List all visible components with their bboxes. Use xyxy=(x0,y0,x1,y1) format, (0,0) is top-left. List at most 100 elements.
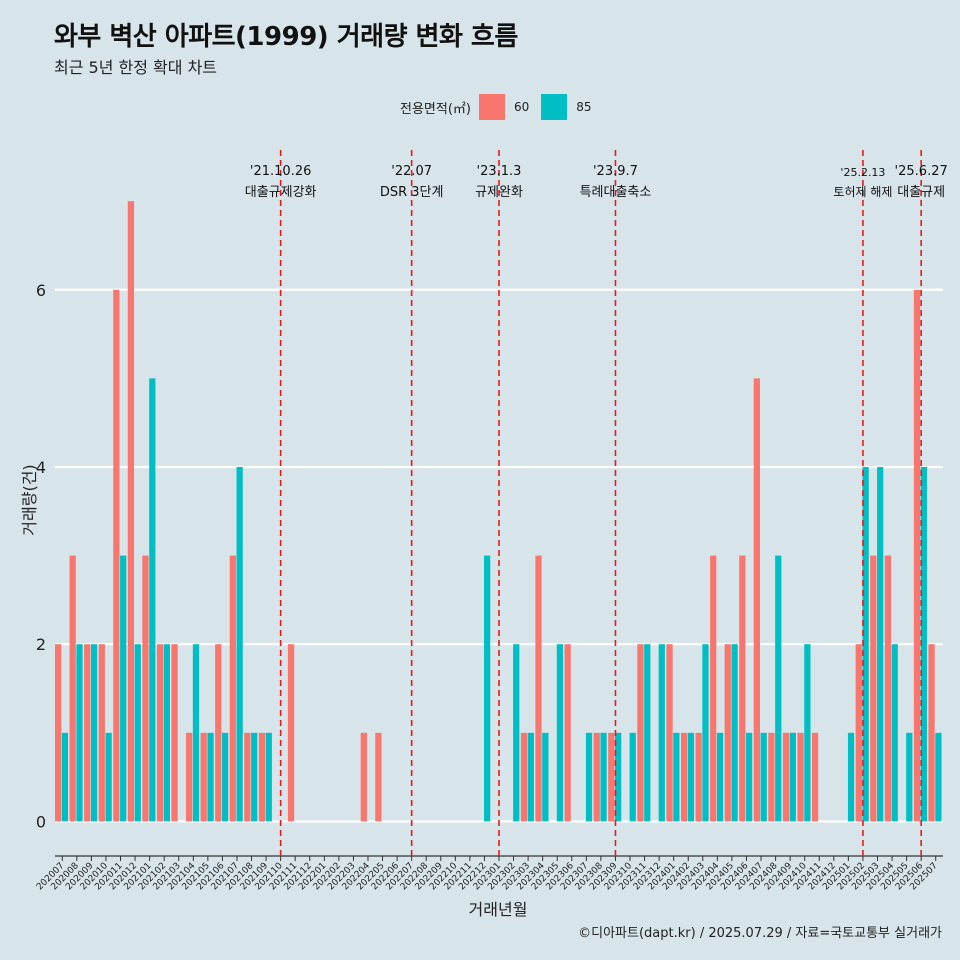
event-date-202207: '22.07 xyxy=(391,164,432,179)
bar-85-202101 xyxy=(149,378,156,822)
y-tick-label-3: 6 xyxy=(36,281,46,300)
bar-85-202104 xyxy=(192,644,200,822)
bar-85-202106 xyxy=(221,732,229,822)
chart-title: 와부 벽산 아파트(1999) 거래량 변화 흐름 xyxy=(54,22,518,52)
event-label-202207: DSR 3단계 xyxy=(380,185,444,200)
bar-85-202406 xyxy=(746,732,753,822)
event-date-202502: '25.2.13 xyxy=(840,166,885,179)
bar-85-202403 xyxy=(702,644,709,822)
event-label-202309: 특례대출축소 xyxy=(580,185,652,200)
bar-85-202011 xyxy=(120,555,127,822)
bar-60-202409 xyxy=(782,732,790,822)
event-date-202301: '23.1.3 xyxy=(477,164,522,179)
event-date-202309: '23.9.7 xyxy=(593,164,638,179)
bar-85-202506 xyxy=(920,466,927,822)
bar-85-202410 xyxy=(804,644,811,822)
bar-85-202405 xyxy=(731,644,738,822)
bar-85-202503 xyxy=(877,466,884,822)
bar-60-202306 xyxy=(564,644,571,822)
bar-85-202504 xyxy=(891,644,898,822)
bar-60-202103 xyxy=(171,644,178,822)
bar-85-202303 xyxy=(527,732,534,822)
bar-85-202305 xyxy=(556,644,564,822)
bar-60-202010 xyxy=(98,644,105,822)
event-label-202502: 토허제 해제 xyxy=(833,185,892,199)
bar-85-202309 xyxy=(615,732,622,822)
bar-60-202108 xyxy=(244,732,251,822)
bar-85-202012 xyxy=(134,644,141,822)
bar-85-202009 xyxy=(90,644,98,822)
bar-60-202401 xyxy=(666,644,673,822)
bar-60-202109 xyxy=(258,732,266,822)
bar-60-202106 xyxy=(215,644,222,822)
bar-60-202111 xyxy=(287,644,295,822)
bar-85-202108 xyxy=(251,732,258,822)
legend-title: 전용면적(㎡) xyxy=(400,101,471,117)
bar-60-202506 xyxy=(913,289,921,822)
bar-85-202407 xyxy=(760,732,767,822)
bar-60-202507 xyxy=(928,644,935,822)
bar-60-202411 xyxy=(811,732,819,822)
bar-85-202107 xyxy=(236,466,243,822)
bar-85-202404 xyxy=(716,732,724,822)
legend-key-60 xyxy=(478,94,505,120)
x-axis-label: 거래년월 xyxy=(468,900,528,919)
event-label-202301: 규제완화 xyxy=(475,185,523,200)
bar-60-202405 xyxy=(724,644,731,822)
legend-item-85: 85 xyxy=(541,94,597,120)
bar-60-202011 xyxy=(113,289,120,822)
bar-85-202212 xyxy=(484,555,491,822)
bar-85-202304 xyxy=(542,732,549,822)
bar-85-202402 xyxy=(687,732,695,822)
bar-85-202409 xyxy=(789,732,796,822)
legend-label-85: 85 xyxy=(576,100,592,114)
bar-85-202507 xyxy=(935,732,942,822)
bar-60-202311 xyxy=(637,644,644,822)
bar-85-202308 xyxy=(600,732,607,822)
bar-85-202505 xyxy=(906,732,913,822)
bar-85-202307 xyxy=(585,732,593,822)
bar-60-202404 xyxy=(710,555,717,822)
legend-item-60: 60 xyxy=(478,94,535,120)
bar-60-202204 xyxy=(360,732,367,822)
event-date-202110: '21.10.26 xyxy=(250,164,311,179)
bar-60-202102 xyxy=(156,644,164,822)
chart-caption: ©디아파트(dapt.kr) / 2025.07.29 / 자료=국토교통부 실… xyxy=(578,926,942,941)
bar-60-202007 xyxy=(55,644,62,822)
bar-85-202008 xyxy=(76,644,83,822)
bar-85-202408 xyxy=(775,555,782,822)
bar-60-202502 xyxy=(855,644,862,822)
bar-85-202502 xyxy=(862,466,869,822)
bar-60-202403 xyxy=(695,732,702,822)
event-label-202506: 대출규제 xyxy=(897,185,945,200)
bar-60-202303 xyxy=(520,732,528,822)
bar-60-202009 xyxy=(84,644,91,822)
bar-85-202501 xyxy=(847,732,855,822)
bar-85-202302 xyxy=(513,644,520,822)
bar-60-202205 xyxy=(375,732,382,822)
legend: 전용면적(㎡) 60 85 xyxy=(400,93,604,121)
bar-85-202109 xyxy=(265,732,272,822)
bar-85-202102 xyxy=(163,644,170,822)
y-axis-label: 거래량(건) xyxy=(20,464,39,536)
bar-85-202310 xyxy=(629,732,636,822)
bar-85-202010 xyxy=(105,732,112,822)
y-tick-label-1: 2 xyxy=(36,635,46,654)
bar-60-202309 xyxy=(608,732,615,822)
bar-60-202308 xyxy=(593,732,600,822)
bar-60-202503 xyxy=(870,555,877,822)
bar-85-202007 xyxy=(61,732,69,822)
bar-60-202410 xyxy=(797,732,804,822)
bar-60-202101 xyxy=(142,555,149,822)
chart-subtitle: 최근 5년 한정 확대 차트 xyxy=(54,58,218,77)
bar-60-202008 xyxy=(69,555,76,822)
bar-60-202402 xyxy=(680,732,688,822)
bar-60-202407 xyxy=(753,378,760,822)
y-tick-label-0: 0 xyxy=(36,812,46,831)
legend-key-85 xyxy=(541,94,568,120)
bar-60-202304 xyxy=(535,555,542,822)
legend-label-60: 60 xyxy=(513,100,530,114)
bar-85-202311 xyxy=(644,644,651,822)
bar-60-202105 xyxy=(200,732,207,822)
